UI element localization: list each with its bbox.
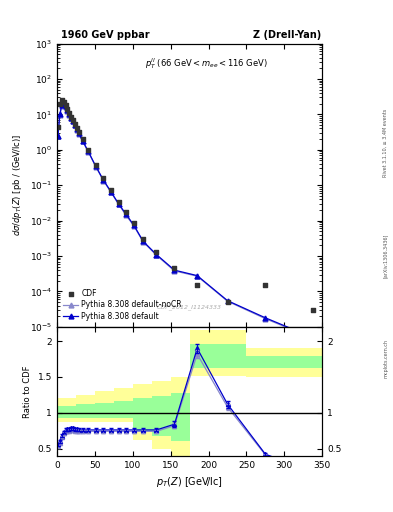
Pythia 8.308 default bbox=[101, 177, 106, 183]
Y-axis label: $d\sigma/dp_T(Z)\ [\mathrm{pb\ /\ (GeV\!/lc)}]$: $d\sigma/dp_T(Z)\ [\mathrm{pb\ /\ (GeV\!… bbox=[11, 134, 24, 236]
Pythia 8.308 default bbox=[154, 251, 159, 258]
Pythia 8.308 default-noCR bbox=[69, 115, 73, 121]
Pythia 8.308 default bbox=[75, 126, 79, 132]
CDF bbox=[75, 128, 82, 136]
Pythia 8.308 default-noCR bbox=[63, 103, 68, 110]
CDF bbox=[74, 123, 80, 132]
Pythia 8.308 default-noCR bbox=[310, 335, 315, 341]
Pythia 8.308 default bbox=[108, 189, 113, 195]
Pythia 8.308 default-noCR bbox=[141, 239, 145, 245]
Pythia 8.308 default bbox=[131, 222, 136, 228]
Line: Pythia 8.308 default: Pythia 8.308 default bbox=[55, 101, 315, 340]
Text: $p_T^{ll}\ (66\ \mathrm{GeV} < m_{ee} < 116\ \mathrm{GeV})$: $p_T^{ll}\ (66\ \mathrm{GeV} < m_{ee} < … bbox=[145, 56, 267, 71]
Pythia 8.308 default bbox=[67, 111, 72, 117]
Legend: CDF, Pythia 8.308 default-noCR, Pythia 8.308 default: CDF, Pythia 8.308 default-noCR, Pythia 8… bbox=[61, 287, 184, 323]
Pythia 8.308 default-noCR bbox=[80, 138, 85, 144]
Pythia 8.308 default bbox=[69, 115, 73, 121]
Pythia 8.308 default-noCR bbox=[131, 223, 136, 229]
Pythia 8.308 default-noCR bbox=[195, 273, 200, 279]
Line: Pythia 8.308 default-noCR: Pythia 8.308 default-noCR bbox=[55, 102, 315, 340]
Pythia 8.308 default-noCR bbox=[65, 108, 70, 114]
Text: mcplots.cern.ch: mcplots.cern.ch bbox=[383, 339, 388, 378]
Pythia 8.308 default bbox=[61, 101, 66, 107]
CDF bbox=[55, 122, 61, 131]
CDF bbox=[194, 281, 200, 289]
CDF bbox=[85, 146, 92, 154]
Text: Rivet 3.1.10, ≥ 3.4M events: Rivet 3.1.10, ≥ 3.4M events bbox=[383, 109, 388, 178]
Pythia 8.308 default-noCR bbox=[172, 268, 177, 274]
Pythia 8.308 default-noCR bbox=[116, 201, 121, 207]
Text: Z (Drell-Yan): Z (Drell-Yan) bbox=[253, 30, 321, 40]
Pythia 8.308 default bbox=[73, 122, 77, 128]
Pythia 8.308 default bbox=[71, 118, 75, 124]
Pythia 8.308 default-noCR bbox=[124, 212, 129, 219]
Pythia 8.308 default-noCR bbox=[101, 178, 106, 184]
CDF bbox=[61, 98, 67, 106]
CDF bbox=[108, 186, 114, 195]
Pythia 8.308 default-noCR bbox=[225, 298, 230, 304]
CDF bbox=[68, 113, 74, 121]
CDF bbox=[116, 198, 122, 206]
CDF bbox=[62, 101, 69, 110]
Pythia 8.308 default-noCR bbox=[86, 148, 91, 155]
Pythia 8.308 default bbox=[57, 111, 62, 117]
CDF bbox=[123, 208, 129, 217]
CDF bbox=[66, 109, 72, 117]
Pythia 8.308 default bbox=[195, 272, 200, 279]
Pythia 8.308 default bbox=[80, 138, 85, 144]
CDF bbox=[64, 105, 71, 113]
Pythia 8.308 default-noCR bbox=[71, 118, 75, 124]
CDF bbox=[93, 161, 99, 169]
Pythia 8.308 default-noCR bbox=[61, 101, 66, 108]
Pythia 8.308 default bbox=[86, 148, 91, 155]
Pythia 8.308 default-noCR bbox=[94, 164, 98, 170]
CDF bbox=[224, 298, 231, 306]
Pythia 8.308 default bbox=[65, 107, 70, 113]
Pythia 8.308 default bbox=[94, 163, 98, 169]
Pythia 8.308 default-noCR bbox=[76, 131, 81, 137]
Pythia 8.308 default-noCR bbox=[154, 252, 159, 259]
Pythia 8.308 default bbox=[55, 133, 60, 139]
CDF bbox=[79, 135, 86, 143]
X-axis label: $p_T(Z)\ [\mathrm{GeV\!/lc}]$: $p_T(Z)\ [\mathrm{GeV\!/lc}]$ bbox=[156, 475, 223, 489]
CDF bbox=[100, 174, 107, 182]
CDF bbox=[130, 219, 137, 227]
CDF bbox=[262, 281, 268, 289]
Pythia 8.308 default bbox=[59, 102, 64, 109]
Pythia 8.308 default-noCR bbox=[73, 122, 77, 129]
Pythia 8.308 default-noCR bbox=[263, 315, 268, 322]
CDF bbox=[57, 100, 63, 108]
Pythia 8.308 default-noCR bbox=[55, 133, 60, 139]
CDF bbox=[310, 306, 316, 314]
Pythia 8.308 default-noCR bbox=[67, 112, 72, 118]
Pythia 8.308 default-noCR bbox=[59, 103, 64, 109]
Pythia 8.308 default bbox=[124, 211, 129, 218]
Pythia 8.308 default-noCR bbox=[75, 126, 79, 133]
Pythia 8.308 default bbox=[225, 297, 230, 304]
Y-axis label: Ratio to CDF: Ratio to CDF bbox=[23, 365, 32, 417]
Pythia 8.308 default bbox=[116, 201, 121, 207]
Pythia 8.308 default bbox=[310, 334, 315, 340]
CDF bbox=[171, 264, 178, 272]
Pythia 8.308 default bbox=[172, 267, 177, 273]
CDF bbox=[153, 248, 160, 256]
Pythia 8.308 default-noCR bbox=[57, 112, 62, 118]
CDF bbox=[72, 119, 78, 127]
Pythia 8.308 default bbox=[63, 103, 68, 109]
CDF bbox=[140, 235, 146, 243]
Pythia 8.308 default bbox=[141, 238, 145, 244]
Text: [arXiv:1306.3436]: [arXiv:1306.3436] bbox=[383, 234, 388, 278]
Text: CDF_2012_I1124333: CDF_2012_I1124333 bbox=[157, 304, 222, 310]
Text: 1960 GeV ppbar: 1960 GeV ppbar bbox=[61, 30, 150, 40]
Pythia 8.308 default bbox=[76, 131, 81, 137]
CDF bbox=[59, 96, 65, 104]
Pythia 8.308 default-noCR bbox=[108, 189, 113, 196]
CDF bbox=[70, 116, 76, 124]
Pythia 8.308 default bbox=[263, 315, 268, 321]
